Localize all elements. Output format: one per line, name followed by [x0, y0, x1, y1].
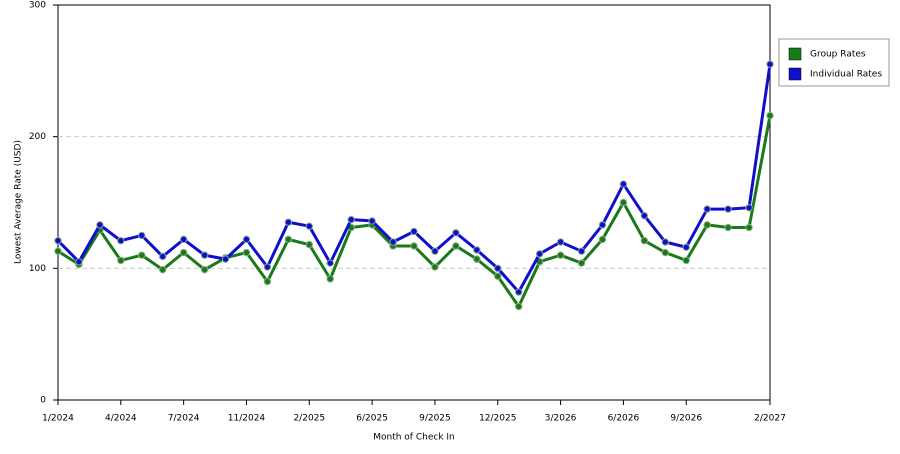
point: [179, 248, 188, 257]
point: [347, 215, 355, 224]
point: [556, 251, 565, 259]
x-tick-label: 3/2026: [545, 414, 577, 424]
plot-area: [57, 4, 771, 401]
point: [661, 248, 669, 257]
point: [724, 205, 732, 213]
x-tick-label: 12/2025: [479, 414, 516, 424]
point: [640, 236, 649, 245]
point: [766, 111, 774, 120]
point: [452, 229, 460, 237]
point: [263, 263, 272, 271]
y-tick-label: 0: [40, 396, 46, 406]
point: [242, 235, 251, 244]
point: [661, 238, 669, 246]
point: [431, 263, 439, 271]
point: [473, 246, 481, 254]
point: [766, 60, 774, 68]
point: [200, 251, 209, 259]
x-tick-label: 2/2027: [754, 414, 786, 424]
point: [682, 256, 690, 265]
x-tick-label: 6/2026: [608, 414, 640, 424]
point: [535, 250, 544, 258]
point: [494, 272, 502, 280]
point: [410, 242, 418, 250]
x-tick-label: 9/2026: [670, 414, 702, 424]
point: [745, 223, 753, 232]
x-tick-label: 9/2025: [419, 414, 451, 424]
y-tick-label: 200: [29, 132, 46, 142]
x-axis-label: Month of Check In: [373, 433, 455, 443]
point: [159, 265, 167, 274]
point: [368, 217, 376, 225]
point: [54, 236, 62, 245]
x-tick-label: 2/2025: [293, 414, 325, 424]
point: [305, 240, 313, 249]
x-tick-label: 1/2024: [42, 414, 74, 424]
point: [556, 238, 565, 246]
point: [242, 248, 251, 257]
point: [745, 204, 753, 212]
point: [138, 231, 146, 240]
point: [75, 258, 83, 266]
y-tick-label: 300: [29, 1, 46, 11]
point: [494, 264, 502, 273]
x-tick-label: 4/2024: [105, 414, 137, 424]
point: [598, 221, 607, 229]
point: [473, 255, 481, 263]
point: [640, 211, 649, 220]
point: [703, 221, 711, 229]
point: [431, 247, 439, 255]
legend-swatch: [788, 47, 802, 61]
legend-label: Group Rates: [810, 50, 866, 60]
point: [515, 288, 523, 296]
point: [117, 236, 125, 245]
point: [326, 275, 334, 283]
legend-label: Individual Rates: [810, 70, 882, 80]
point: [410, 227, 418, 236]
point: [598, 235, 607, 244]
point: [221, 255, 230, 263]
point: [682, 243, 690, 251]
y-axis-label: Lowest Average Rate (USD): [14, 140, 24, 264]
legend-swatch: [788, 67, 802, 81]
point: [96, 221, 104, 229]
point: [452, 242, 460, 250]
point: [515, 302, 523, 311]
x-tick-label: 7/2024: [168, 414, 200, 424]
point: [577, 247, 586, 255]
x-tick-label: 11/2024: [228, 414, 266, 424]
y-tick-label: 100: [29, 264, 46, 274]
point: [326, 259, 334, 267]
point: [577, 259, 586, 267]
point: [284, 235, 293, 244]
point: [159, 252, 167, 261]
point: [200, 265, 209, 274]
point: [724, 223, 732, 232]
point: [54, 247, 62, 255]
point: [179, 235, 188, 244]
point: [284, 218, 293, 226]
x-tick-label: 6/2025: [356, 414, 388, 424]
point: [305, 222, 313, 230]
point: [138, 251, 146, 259]
point: [117, 256, 125, 265]
point: [619, 180, 628, 188]
point: [703, 205, 711, 213]
point: [389, 238, 397, 246]
point: [263, 277, 272, 286]
point: [619, 198, 628, 207]
